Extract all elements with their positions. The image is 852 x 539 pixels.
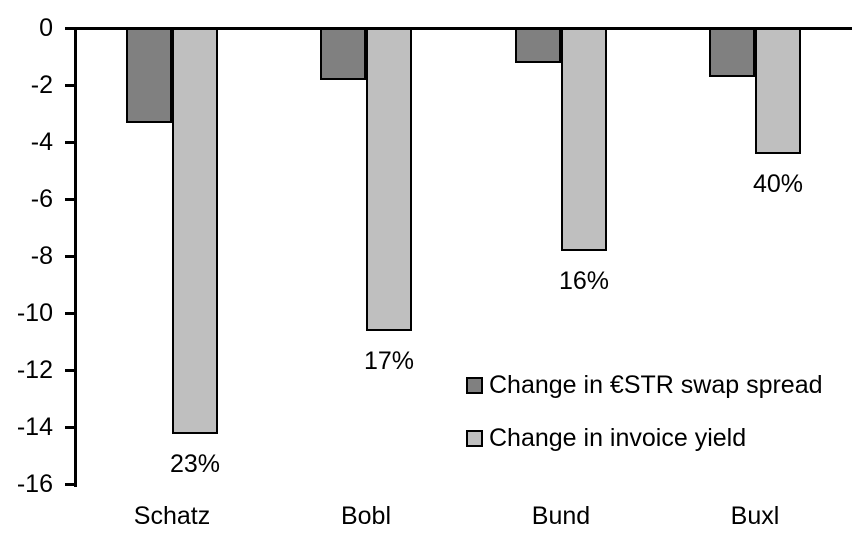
legend-swatch-invoice-yield-icon bbox=[466, 429, 483, 447]
y-axis-tick bbox=[65, 426, 75, 429]
legend-label-invoice-yield: Change in invoice yield bbox=[489, 424, 747, 452]
y-axis-tick-label: -6 bbox=[30, 185, 53, 213]
x-axis-zero-line bbox=[65, 27, 852, 30]
y-axis-tick-label: -4 bbox=[30, 128, 53, 156]
x-axis-label-buxl: Buxl bbox=[730, 502, 780, 530]
data-label-bund: 16% bbox=[558, 267, 610, 295]
legend-item-swap-spread: Change in €STR swap spread bbox=[466, 371, 823, 399]
x-axis-label-bobl: Bobl bbox=[340, 502, 392, 530]
y-axis-tick-label: 0 bbox=[39, 14, 53, 42]
legend-swatch-swap-spread-icon bbox=[466, 376, 483, 394]
y-axis-tick-label: -2 bbox=[30, 71, 53, 99]
y-axis-tick bbox=[65, 141, 75, 144]
bar-swap-spread-schatz bbox=[126, 28, 172, 123]
data-label-schatz: 23% bbox=[169, 450, 221, 478]
y-axis-tick-label: -14 bbox=[16, 413, 53, 441]
y-axis-tick bbox=[65, 312, 75, 315]
bar-invoice-yield-bund bbox=[561, 28, 607, 251]
y-axis-tick bbox=[65, 483, 75, 486]
y-axis-tick-label: -8 bbox=[30, 242, 53, 270]
bar-swap-spread-bobl bbox=[320, 28, 366, 80]
y-axis-tick bbox=[65, 255, 75, 258]
y-axis-tick-label: -12 bbox=[16, 356, 53, 384]
bar-swap-spread-bund bbox=[515, 28, 561, 63]
y-axis-tick bbox=[65, 84, 75, 87]
x-axis-label-schatz: Schatz bbox=[133, 502, 211, 530]
y-axis-tick bbox=[65, 27, 75, 30]
bar-invoice-yield-buxl bbox=[755, 28, 801, 154]
data-label-bobl: 17% bbox=[363, 347, 415, 375]
y-axis-tick-label: -16 bbox=[16, 470, 53, 498]
data-label-buxl: 40% bbox=[752, 170, 804, 198]
legend-item-invoice-yield: Change in invoice yield bbox=[466, 424, 746, 452]
bar-invoice-yield-bobl bbox=[366, 28, 412, 331]
legend-label-swap-spread: Change in €STR swap spread bbox=[489, 371, 823, 399]
bar-invoice-yield-schatz bbox=[172, 28, 218, 434]
y-axis-tick-label: -10 bbox=[16, 299, 53, 327]
bar-swap-spread-buxl bbox=[709, 28, 755, 77]
x-axis-label-bund: Bund bbox=[531, 502, 591, 530]
y-axis-tick bbox=[65, 369, 75, 372]
y-axis-line bbox=[74, 27, 77, 487]
y-axis-tick bbox=[65, 198, 75, 201]
